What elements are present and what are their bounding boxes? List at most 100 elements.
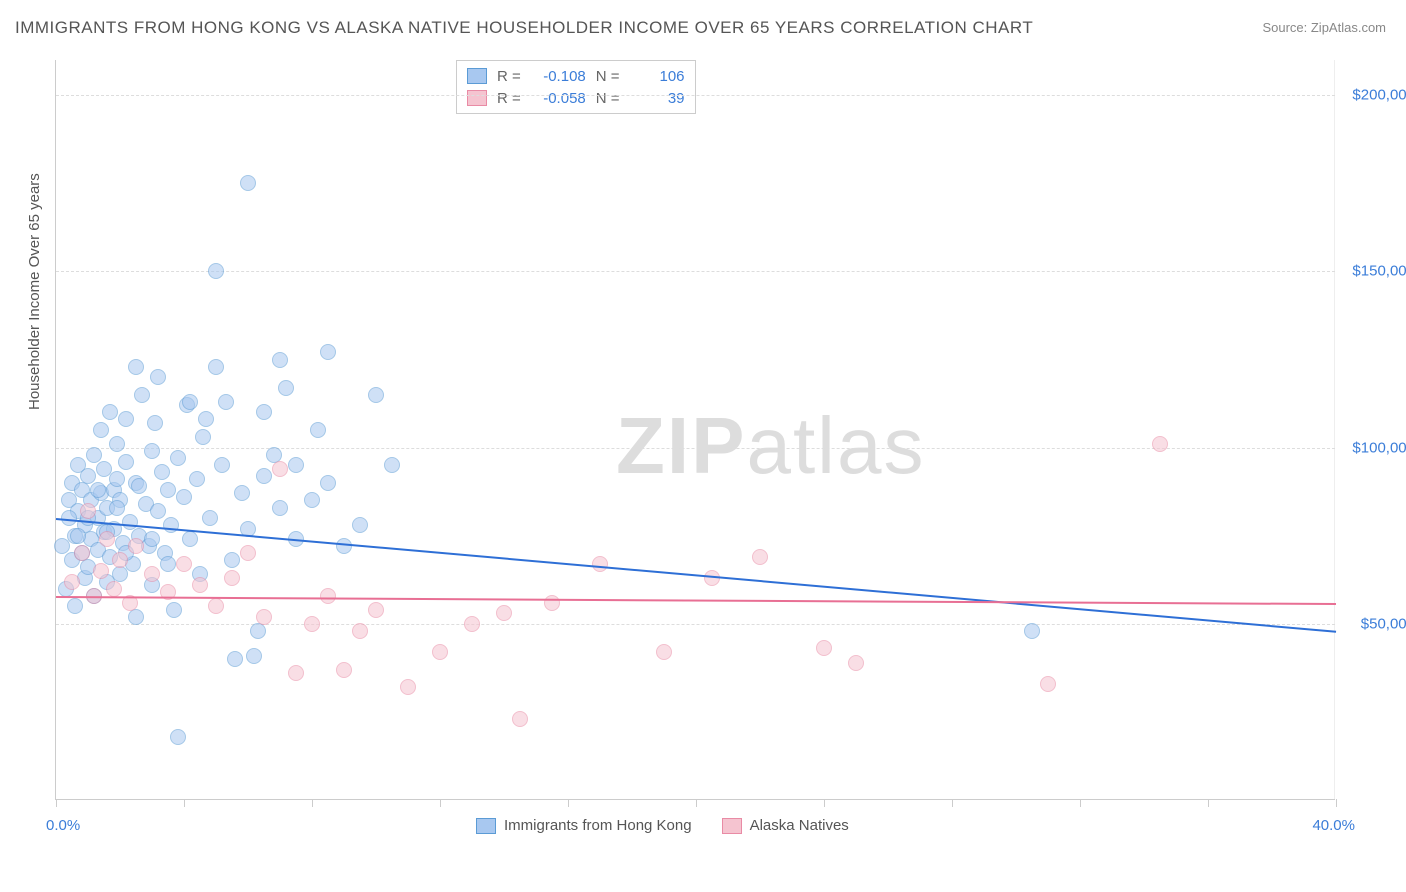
legend-stats-row: R = -0.058 N = 39	[467, 87, 685, 109]
scatter-point	[512, 711, 528, 727]
scatter-point	[304, 616, 320, 632]
watermark-bold: ZIP	[616, 401, 746, 490]
x-tick	[312, 799, 313, 807]
x-axis-label-max: 40.0%	[1312, 817, 1355, 834]
x-tick	[440, 799, 441, 807]
y-tick-label: $200,000	[1340, 87, 1406, 104]
scatter-point	[240, 175, 256, 191]
scatter-point	[112, 552, 128, 568]
trend-line	[56, 518, 1336, 633]
legend-item: Alaska Natives	[722, 817, 849, 834]
scatter-point	[352, 517, 368, 533]
scatter-point	[320, 344, 336, 360]
y-tick-label: $50,000	[1340, 615, 1406, 632]
scatter-point	[336, 662, 352, 678]
scatter-point	[848, 655, 864, 671]
scatter-point	[202, 510, 218, 526]
stat-r-value: -0.108	[531, 68, 586, 85]
scatter-point	[128, 538, 144, 554]
scatter-point	[214, 457, 230, 473]
scatter-point	[176, 489, 192, 505]
scatter-point	[128, 359, 144, 375]
scatter-point	[288, 457, 304, 473]
scatter-point	[250, 623, 266, 639]
scatter-point	[192, 577, 208, 593]
x-tick	[184, 799, 185, 807]
plot-right-border	[1334, 60, 1335, 799]
scatter-point	[170, 729, 186, 745]
scatter-point	[368, 602, 384, 618]
stat-n-value: 39	[630, 90, 685, 107]
scatter-point	[102, 404, 118, 420]
legend-label: Alaska Natives	[750, 817, 849, 834]
x-tick	[1336, 799, 1337, 807]
stat-n-label: N =	[596, 68, 620, 85]
stat-r-label: R =	[497, 68, 521, 85]
scatter-point	[182, 394, 198, 410]
scatter-point	[150, 369, 166, 385]
scatter-point	[134, 387, 150, 403]
scatter-point	[90, 482, 106, 498]
scatter-point	[150, 503, 166, 519]
x-tick	[824, 799, 825, 807]
scatter-point	[86, 447, 102, 463]
scatter-point	[106, 581, 122, 597]
x-tick	[568, 799, 569, 807]
scatter-point	[128, 609, 144, 625]
scatter-point	[99, 531, 115, 547]
scatter-point	[544, 595, 560, 611]
scatter-point	[208, 263, 224, 279]
scatter-point	[93, 422, 109, 438]
scatter-point	[224, 570, 240, 586]
scatter-point	[195, 429, 211, 445]
scatter-point	[67, 598, 83, 614]
scatter-point	[218, 394, 234, 410]
legend-bottom: Immigrants from Hong Kong Alaska Natives	[476, 817, 849, 834]
trend-line	[56, 596, 1336, 605]
scatter-point	[352, 623, 368, 639]
legend-swatch	[467, 90, 487, 106]
scatter-point	[432, 644, 448, 660]
x-tick	[56, 799, 57, 807]
legend-swatch	[476, 818, 496, 834]
scatter-point	[64, 574, 80, 590]
scatter-point	[234, 485, 250, 501]
source-label: Source: ZipAtlas.com	[1262, 20, 1386, 35]
scatter-point	[80, 468, 96, 484]
scatter-point	[189, 471, 205, 487]
gridline-h	[56, 448, 1335, 449]
scatter-point	[109, 471, 125, 487]
legend-item: Immigrants from Hong Kong	[476, 817, 692, 834]
scatter-point	[752, 549, 768, 565]
stat-n-label: N =	[596, 90, 620, 107]
scatter-point	[656, 644, 672, 660]
plot-area: ZIPatlas Householder Income Over 65 year…	[55, 60, 1335, 800]
scatter-point	[304, 492, 320, 508]
scatter-point	[464, 616, 480, 632]
scatter-point	[256, 609, 272, 625]
scatter-point	[272, 461, 288, 477]
scatter-point	[246, 648, 262, 664]
scatter-point	[400, 679, 416, 695]
scatter-point	[147, 415, 163, 431]
scatter-point	[160, 482, 176, 498]
scatter-point	[240, 545, 256, 561]
scatter-point	[256, 468, 272, 484]
stat-r-value: -0.058	[531, 90, 586, 107]
legend-swatch	[722, 818, 742, 834]
scatter-point	[118, 411, 134, 427]
scatter-point	[144, 531, 160, 547]
legend-stats-row: R = -0.108 N = 106	[467, 65, 685, 87]
x-tick	[696, 799, 697, 807]
y-axis-title: Householder Income Over 65 years	[26, 173, 43, 410]
watermark: ZIPatlas	[616, 400, 925, 492]
scatter-point	[208, 359, 224, 375]
scatter-point	[93, 563, 109, 579]
gridline-h	[56, 624, 1335, 625]
stat-n-value: 106	[630, 68, 685, 85]
scatter-point	[496, 605, 512, 621]
chart-title: IMMIGRANTS FROM HONG KONG VS ALASKA NATI…	[15, 18, 1033, 38]
watermark-light: atlas	[746, 401, 925, 490]
stat-r-label: R =	[497, 90, 521, 107]
x-tick	[952, 799, 953, 807]
